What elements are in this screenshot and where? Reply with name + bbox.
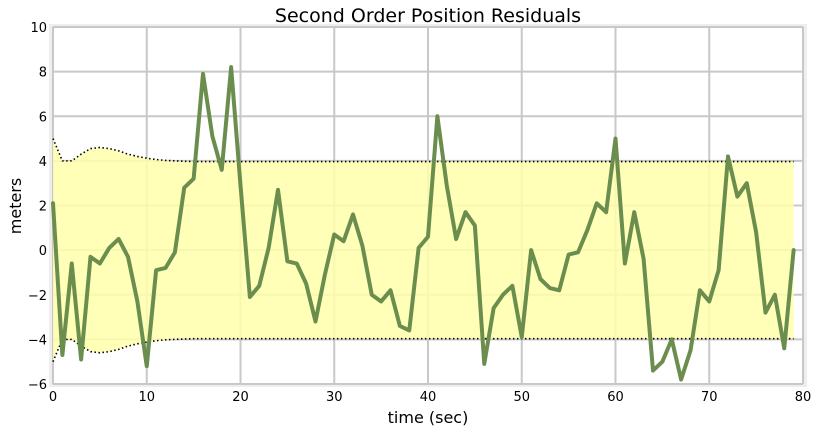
x-tick-label: 20 xyxy=(232,390,249,405)
y-tick-label: 6 xyxy=(39,110,47,125)
y-tick-label: 8 xyxy=(39,66,47,81)
x-tick-label: 60 xyxy=(607,390,624,405)
x-tick-labels: 0 10 20 30 40 50 60 70 80 xyxy=(49,390,811,405)
y-tick-label: 2 xyxy=(39,200,47,215)
y-tick-label: 0 xyxy=(39,244,47,259)
chart-title: Second Order Position Residuals xyxy=(275,5,581,27)
x-tick-label: 50 xyxy=(513,390,530,405)
y-tick-label: 4 xyxy=(39,155,47,170)
x-tick-label: 40 xyxy=(420,390,437,405)
band-fill xyxy=(53,138,794,362)
y-tick-labels: −6 −4 −2 0 2 4 6 8 10 xyxy=(28,21,47,393)
x-axis-label: time (sec) xyxy=(388,408,469,427)
uncertainty-band xyxy=(52,138,794,362)
y-axis-label: meters xyxy=(6,178,25,234)
residual-line xyxy=(51,65,796,382)
x-tick-label: 10 xyxy=(138,390,155,405)
x-tick-label: 70 xyxy=(701,390,718,405)
y-tick-label: 10 xyxy=(30,21,47,36)
x-tick-label: 30 xyxy=(326,390,343,405)
x-tick-label: 0 xyxy=(49,390,57,405)
band-lower-edge xyxy=(52,337,794,362)
x-tick-label: 80 xyxy=(795,390,812,405)
residual-series xyxy=(51,65,796,382)
y-tick-label: −2 xyxy=(28,289,47,304)
y-tick-label: −6 xyxy=(28,378,47,393)
band-upper-edge xyxy=(52,138,794,163)
y-tick-label: −4 xyxy=(28,333,47,348)
